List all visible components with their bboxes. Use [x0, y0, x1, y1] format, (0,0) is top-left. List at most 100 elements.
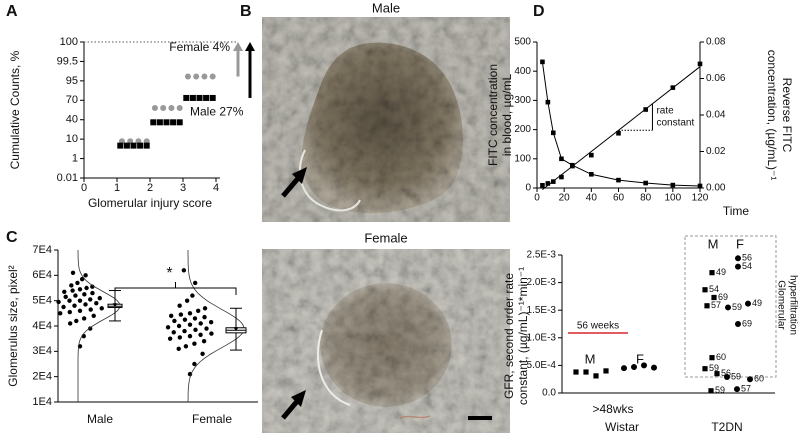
data-point — [72, 303, 77, 308]
y-tick-label: 0.01 — [57, 172, 78, 184]
y2-tick-label: 0.04 — [706, 110, 726, 121]
data-point — [540, 182, 545, 188]
x-axis-label: >48wks — [592, 402, 633, 416]
x-tick-label: 1 — [114, 182, 120, 194]
data-point — [117, 142, 124, 149]
y2-tick-label: 0.06 — [706, 73, 726, 84]
data-point — [734, 386, 740, 393]
data-point — [184, 73, 191, 80]
data-point — [183, 94, 190, 101]
data-point — [75, 280, 80, 286]
group-label: F — [736, 236, 744, 251]
x-tick-label: 40 — [586, 193, 598, 204]
data-point — [545, 99, 551, 105]
week-label: 59 — [731, 371, 741, 381]
week-label: 49 — [752, 298, 762, 308]
data-point — [156, 119, 163, 126]
data-point — [61, 304, 66, 310]
data-point — [670, 182, 676, 188]
data-point — [201, 339, 207, 344]
data-point — [67, 309, 72, 315]
debris — [399, 415, 431, 419]
x-tick-label: 0 — [81, 182, 87, 194]
y-tick-label: 200 — [514, 124, 531, 135]
data-point — [88, 297, 93, 302]
arrow-head — [292, 167, 307, 184]
y-tick-label: 100 — [60, 36, 78, 48]
arrow-head — [233, 42, 243, 51]
micrograph-title: Female — [364, 230, 407, 245]
data-point — [150, 119, 157, 126]
y-tick-label: 5.0E-4 — [527, 360, 557, 371]
arrow-head — [291, 390, 306, 407]
median-marker — [233, 327, 239, 332]
significance-marker: * — [166, 265, 172, 282]
data-point — [589, 171, 594, 177]
data-point — [56, 299, 61, 305]
data-point — [193, 73, 200, 80]
group-label: M — [708, 236, 719, 251]
y-tick-label: 3E4 — [32, 345, 52, 357]
data-point — [192, 341, 197, 346]
y-axis-label: Cumulative Counts, % — [8, 50, 22, 169]
data-point — [63, 294, 68, 300]
series-line — [541, 61, 701, 187]
y2-tick-label: 0.08 — [706, 37, 726, 48]
panel-label: B — [240, 3, 252, 20]
y-tick-label: 1E4 — [32, 396, 52, 408]
data-point — [208, 320, 214, 325]
week-label: 59 — [732, 302, 742, 312]
data-point — [177, 303, 182, 308]
data-point — [603, 368, 609, 374]
data-point — [196, 94, 203, 101]
data-point — [545, 181, 551, 186]
capsule-edge — [316, 329, 351, 406]
data-point — [130, 142, 137, 149]
data-point — [616, 130, 621, 136]
week-label: 56 — [742, 253, 752, 263]
y-tick-label: 40 — [66, 114, 78, 126]
median-marker — [112, 303, 118, 308]
x-tick-label: 80 — [640, 193, 652, 204]
y-tick-label: 1 — [72, 152, 78, 164]
data-point — [714, 371, 720, 377]
data-point — [182, 317, 188, 322]
y-tick-label: 400 — [514, 66, 531, 77]
data-point — [99, 306, 104, 311]
week-label: 60 — [716, 352, 726, 362]
data-point — [163, 119, 170, 126]
data-point — [724, 373, 730, 380]
data-point — [69, 283, 74, 288]
y-tick-label: 100 — [514, 153, 531, 164]
data-point — [651, 364, 657, 371]
data-point — [90, 290, 95, 296]
data-point — [697, 183, 703, 189]
strain-label: T2DN — [711, 420, 742, 434]
data-point — [77, 298, 83, 303]
highlight-label: hyperfiltration — [787, 275, 798, 335]
data-point — [77, 308, 83, 313]
data-point — [67, 298, 72, 303]
y-axis-label: Glomerulus size, pixel² — [6, 265, 20, 386]
data-point — [177, 335, 183, 340]
data-point — [643, 107, 648, 112]
panel-label: A — [6, 3, 18, 20]
y-tick-label: 4E4 — [32, 320, 52, 332]
x-axis-label: Time — [723, 204, 750, 218]
x-tick-label: 60 — [613, 193, 625, 204]
glomerulus — [301, 42, 464, 214]
highlight-box — [684, 235, 777, 378]
data-point — [189, 94, 196, 101]
data-point — [176, 346, 181, 351]
data-point — [91, 313, 96, 319]
y2-axis-label: Reverse FITC — [780, 78, 794, 153]
y-axis-label: GFR, second order rate — [502, 273, 516, 399]
x-tick-label: 20 — [559, 193, 571, 204]
data-point — [168, 313, 174, 319]
data-point — [183, 344, 189, 349]
data-point — [67, 321, 73, 326]
data-point — [143, 142, 150, 149]
fit-curve — [187, 250, 245, 403]
week-label: 49 — [716, 267, 726, 277]
